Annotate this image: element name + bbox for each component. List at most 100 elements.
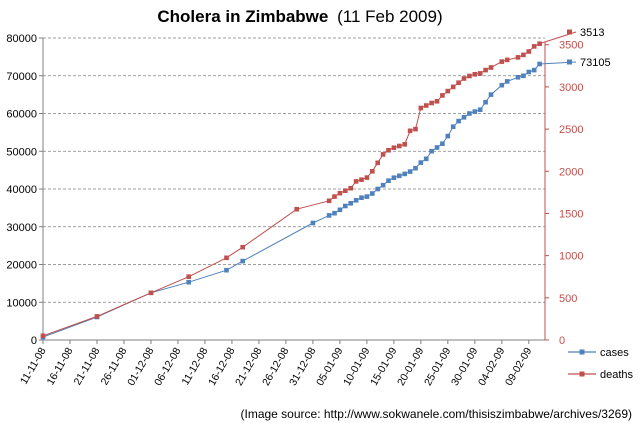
data-point-deaths	[224, 255, 229, 261]
data-point-deaths	[499, 59, 505, 64]
series-deaths	[40, 41, 542, 339]
left-axis-tick-label: 30000	[6, 222, 37, 234]
series-line-cases	[42, 63, 540, 338]
end-label-marker	[567, 29, 572, 35]
data-point-deaths	[413, 126, 418, 132]
right-axis-tick-label: 3000	[559, 82, 583, 94]
data-point-cases	[472, 109, 478, 114]
data-point-deaths	[472, 72, 478, 77]
data-point-cases	[343, 203, 348, 209]
data-point-deaths	[148, 290, 154, 296]
series-cases	[40, 61, 542, 340]
chart-title-date: (11 Feb 2009)	[337, 7, 443, 26]
data-point-cases	[434, 145, 440, 150]
right-axis-tick-label: 2500	[559, 124, 583, 136]
left-axis-tick-label: 60000	[6, 109, 37, 121]
data-point-cases	[531, 67, 537, 73]
data-point-cases	[521, 73, 526, 79]
right-axis-tick-label: 500	[559, 293, 577, 305]
right-axis-tick-label: 2000	[559, 166, 583, 178]
data-point-deaths	[440, 93, 445, 98]
data-point-deaths	[348, 185, 353, 191]
data-point-cases	[461, 115, 467, 120]
data-point-cases	[348, 201, 353, 206]
data-point-cases	[337, 207, 343, 213]
data-point-cases	[326, 213, 332, 218]
data-point-deaths	[483, 67, 488, 73]
data-point-deaths	[294, 206, 299, 212]
data-point-cases	[440, 141, 445, 146]
data-point-deaths	[40, 333, 46, 339]
data-point-cases	[224, 267, 229, 273]
chart-title: Cholera in Zimbabwe (11 Feb 2009)	[157, 7, 442, 26]
end-label-deaths: 3513	[580, 27, 604, 39]
data-point-deaths	[353, 179, 359, 184]
data-point-cases	[488, 92, 494, 97]
data-point-deaths	[337, 190, 343, 196]
legend-swatch-marker	[579, 349, 585, 355]
data-point-deaths	[407, 128, 413, 134]
data-point-deaths	[375, 160, 380, 166]
data-point-cases	[526, 69, 532, 75]
data-point-cases	[467, 111, 472, 116]
data-point-cases	[423, 156, 429, 162]
data-point-deaths	[515, 55, 521, 60]
data-point-deaths	[450, 84, 456, 90]
data-point-deaths	[402, 142, 407, 147]
legend-item-deaths: deaths	[568, 369, 634, 381]
end-label-cases: 73105	[580, 57, 611, 69]
data-point-cases	[353, 198, 359, 203]
data-point-deaths	[386, 147, 391, 153]
legend-label: deaths	[600, 369, 634, 381]
gridlines	[43, 37, 545, 303]
left-axis-tick-label: 20000	[6, 260, 37, 272]
legend-swatch-marker	[579, 371, 585, 377]
data-point-deaths	[467, 73, 472, 79]
data-point-cases	[391, 175, 397, 180]
data-point-cases	[375, 186, 380, 192]
data-point-cases	[370, 191, 375, 196]
legend-label: cases	[600, 347, 629, 359]
right-axis: 0 500 1000 1500 2000 2500 3000 3500	[544, 40, 583, 347]
data-point-deaths	[343, 188, 348, 193]
series-line-deaths	[42, 43, 540, 337]
left-axis-tick-label: 0	[31, 335, 37, 347]
left-axis-tick-label: 80000	[6, 33, 37, 45]
data-point-deaths	[380, 152, 386, 157]
chart-title-main: Cholera in Zimbabwe	[157, 7, 328, 26]
data-point-deaths	[429, 100, 434, 106]
image-source-caption: (Image source: http://www.sokwanele.com/…	[241, 407, 633, 421]
data-point-cases	[386, 178, 391, 183]
data-point-deaths	[326, 198, 332, 204]
data-point-cases	[456, 118, 461, 124]
data-point-cases	[515, 75, 521, 80]
data-point-cases	[445, 133, 451, 139]
data-point-cases	[332, 210, 337, 216]
left-axis-tick-label: 10000	[6, 297, 37, 309]
data-point-cases	[310, 220, 316, 226]
data-point-deaths	[537, 41, 542, 46]
legend: cases deaths	[568, 347, 634, 381]
x-axis: 11-11-0816-11-0821-11-0826-11-0801-12-08…	[18, 339, 545, 388]
right-axis-tick-label: 3500	[559, 40, 583, 52]
data-point-cases	[499, 82, 505, 88]
right-axis-tick-label: 0	[559, 335, 565, 347]
data-point-cases	[240, 258, 245, 264]
left-axis-tick-label: 40000	[6, 184, 37, 196]
data-point-deaths	[94, 314, 100, 319]
data-point-cases	[359, 195, 364, 200]
data-point-cases	[364, 194, 370, 199]
data-point-deaths	[477, 71, 483, 76]
data-point-deaths	[461, 76, 467, 81]
data-point-deaths	[526, 49, 532, 54]
data-point-cases	[504, 79, 510, 84]
data-point-deaths	[364, 175, 370, 180]
data-point-deaths	[504, 57, 510, 63]
data-point-cases	[402, 171, 407, 177]
right-axis-tick-label: 1500	[559, 208, 583, 220]
data-point-deaths	[240, 244, 245, 250]
end-label-marker	[567, 59, 572, 65]
data-point-deaths	[418, 105, 424, 111]
data-point-cases	[477, 107, 483, 112]
